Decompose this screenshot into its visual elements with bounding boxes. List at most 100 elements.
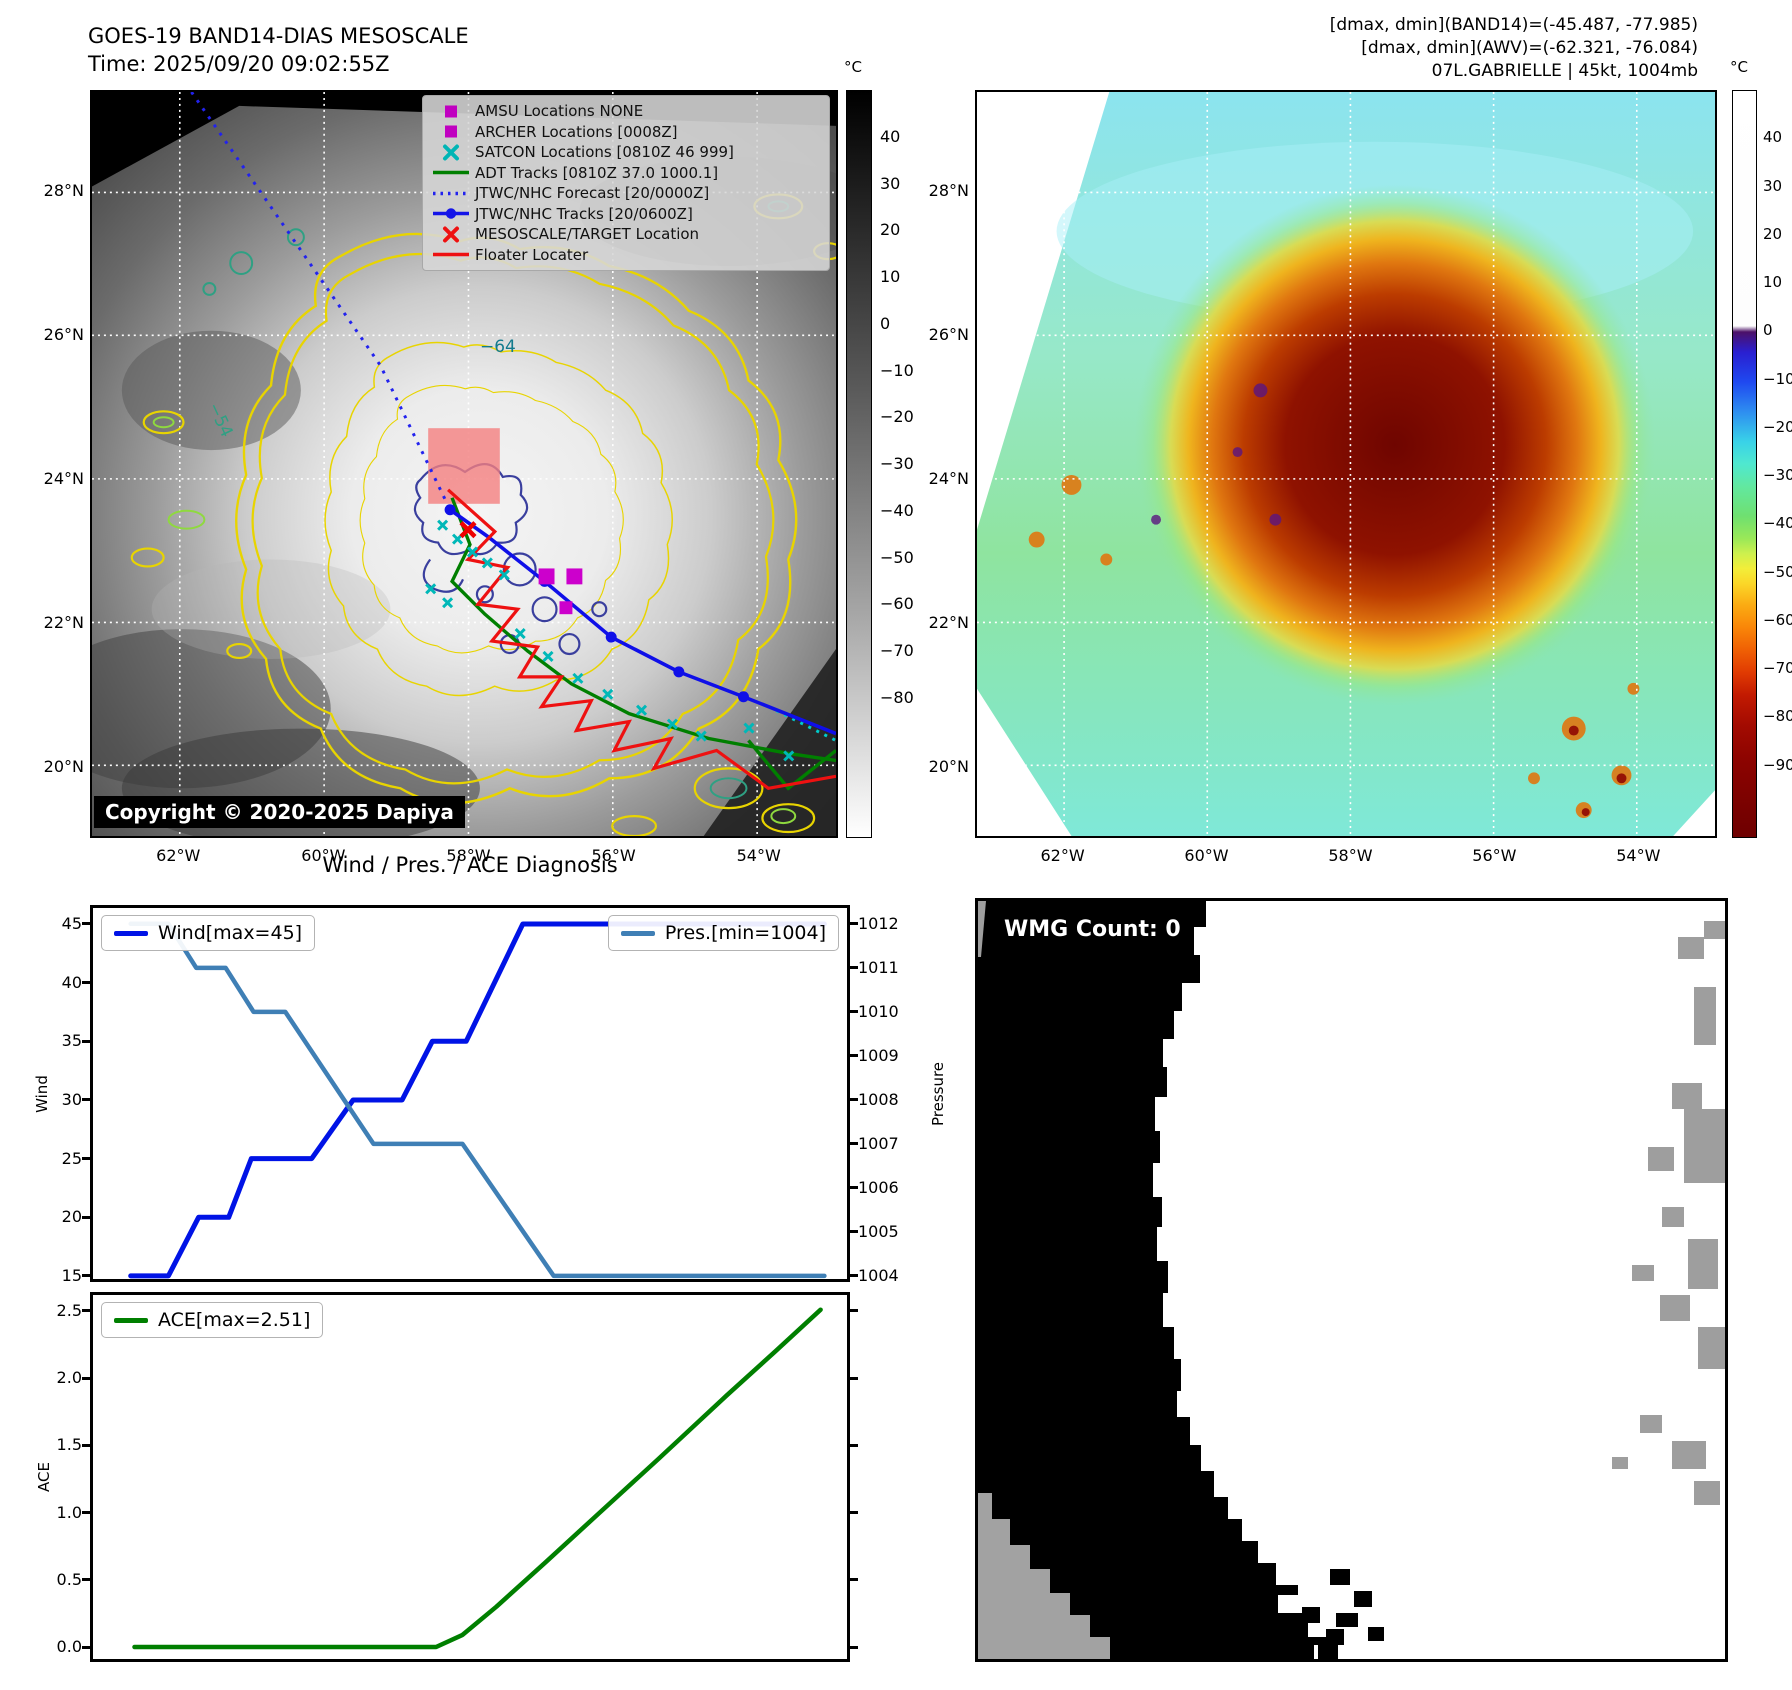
square-legend-icon [445, 105, 457, 118]
band14-colorbar-tick: 20 [880, 220, 901, 240]
axis-tick-label: 30 [61, 1089, 82, 1109]
lon-label: 62°W [156, 846, 201, 865]
lat-label: 26°N [928, 324, 969, 344]
axis-tick-label: 0.5 [56, 1569, 82, 1589]
wmg-black-region [978, 901, 1344, 1659]
overshoot-dots [1151, 383, 1282, 526]
storm-status: 07L.GABRIELLE | 45kt, 1004mb [1431, 61, 1698, 81]
x-legend-icon [443, 226, 459, 243]
legend-item: SATCON Locations [0810Z 46 999] [427, 142, 823, 163]
band14-satellite-map: AMSU Locations NONE ARCHER Locations [000… [90, 90, 838, 838]
target-x-marker [459, 521, 477, 539]
axis-tick [850, 1098, 858, 1102]
wind-legend-swatch [114, 930, 148, 936]
axis-tick [82, 1274, 90, 1278]
pressure-axis-title: Pressure [929, 1061, 947, 1127]
axis-tick-label: 35 [61, 1031, 82, 1051]
lon-label: 56°W [1472, 846, 1517, 865]
axis-tick-label: 40 [61, 972, 82, 992]
awv-colorbar-tick: −50 [1763, 562, 1792, 581]
lat-label: 22°N [43, 613, 84, 633]
band14-colorbar-tick: −10 [880, 360, 914, 380]
archer-markers [538, 568, 583, 615]
axis-tick-label: 25 [61, 1148, 82, 1168]
awv-colorbar-tick: −60 [1763, 610, 1792, 629]
legend-item-label: JTWC/NHC Forecast [20/0000Z] [475, 184, 710, 203]
axis-tick-label: 1005 [858, 1221, 899, 1241]
band14-colorbar-tick: 10 [880, 267, 901, 286]
pressure-legend-label: Pres.[min=1004] [664, 922, 826, 944]
awv-colorbar-tick: 20 [1763, 224, 1783, 243]
axis-tick-label: 1010 [858, 1001, 899, 1021]
axis-tick [850, 1309, 858, 1313]
axis-tick-label: 1.5 [56, 1435, 82, 1455]
legend-item-label: MESOSCALE/TARGET Location [475, 225, 700, 244]
band14-colorbar-tick: −30 [880, 454, 914, 473]
axis-tick [82, 1309, 90, 1313]
legend-item: MESOSCALE/TARGET Location [427, 224, 823, 245]
awv-colorbar [1732, 90, 1757, 838]
band14-colorbar-tick: −60 [880, 594, 914, 614]
axis-tick [850, 1274, 858, 1278]
band14-colorbar-tick: −40 [880, 500, 914, 520]
cold-cloud-blob [1134, 184, 1656, 706]
line-dot-legend-icon [433, 208, 469, 219]
awv-satellite-map [975, 90, 1717, 838]
lon-label: 56°W [591, 846, 636, 865]
wind-pressure-plot [128, 921, 827, 1279]
legend-item-label: JTWC/NHC Tracks [20/0600Z] [475, 204, 693, 223]
awv-colorbar-unit: °C [1730, 58, 1748, 76]
lon-label: 62°W [1040, 846, 1085, 865]
lat-label: 20°N [928, 756, 969, 776]
axis-tick [850, 1230, 858, 1234]
diagnosis-title: Wind / Pres. / ACE Diagnosis [322, 853, 618, 877]
series-ACE[max=2.51] [132, 1307, 823, 1650]
dmax-dmin-band14: [dmax, dmin](BAND14)=(-45.487, -77.985) [1329, 15, 1698, 35]
legend-item: Floater Locater [427, 245, 823, 266]
axis-tick [850, 1376, 858, 1380]
axis-tick-label: 1011 [858, 957, 899, 977]
awv-colorbar-tick: 40 [1763, 128, 1783, 147]
legend-item: ADT Tracks [0810Z 37.0 1000.1] [427, 163, 823, 184]
axis-tick-label: 0.0 [56, 1637, 82, 1657]
band14-colorbar-tick: 40 [880, 126, 901, 146]
wmg-gray-patches [978, 901, 1725, 1505]
wind-pressure-chart: Wind[max=45] Pres.[min=1004] [90, 905, 850, 1282]
awv-colorbar-tick: −40 [1763, 514, 1792, 533]
lon-label: 54°W [736, 846, 781, 865]
awv-colorbar-tick: −80 [1763, 707, 1792, 726]
series-Wind[max=45] [128, 921, 827, 1279]
axis-tick [82, 1443, 90, 1447]
axis-tick [82, 1098, 90, 1102]
dmax-dmin-awv: [dmax, dmin](AWV)=(-62.321, -76.084) [1361, 38, 1698, 58]
axis-tick [850, 1186, 858, 1190]
axis-tick [82, 922, 90, 926]
wmg-count-label: WMG Count: 0 [1004, 917, 1181, 942]
axis-tick [850, 966, 858, 970]
line-legend-icon [433, 170, 469, 175]
x-legend-icon [443, 144, 459, 161]
info-block: [dmax, dmin](BAND14)=(-45.487, -77.985) … [1330, 14, 1698, 83]
lat-label: 28°N [43, 180, 84, 200]
axis-tick [82, 1157, 90, 1161]
satcon-markers [425, 519, 795, 762]
lon-label: 58°W [1328, 846, 1373, 865]
wmg-panel: WMG Count: 0 [975, 898, 1728, 1662]
lat-label: 22°N [928, 613, 969, 633]
axis-tick-label: 1009 [858, 1045, 899, 1065]
square-legend-icon [445, 125, 457, 138]
axis-tick-label: 45 [61, 913, 82, 933]
awv-colorbar-tick: 10 [1763, 273, 1783, 292]
awv-colorbar-tick: 0 [1763, 321, 1773, 340]
mesoscale-sector-highlight [428, 428, 500, 504]
axis-tick-label: 20 [61, 1207, 82, 1227]
band14-colorbar-tick: −20 [880, 407, 914, 427]
line-legend-icon [433, 252, 469, 257]
axis-tick-label: 1006 [858, 1177, 899, 1197]
copyright-badge: Copyright © 2020-2025 Dapiya [94, 796, 465, 828]
band14-colorbar [846, 90, 872, 838]
band14-colorbar-tick: −80 [880, 687, 914, 707]
lat-label: 28°N [928, 180, 969, 200]
axis-tick [850, 1443, 858, 1447]
awv-colorbar-tick: 30 [1763, 176, 1783, 195]
